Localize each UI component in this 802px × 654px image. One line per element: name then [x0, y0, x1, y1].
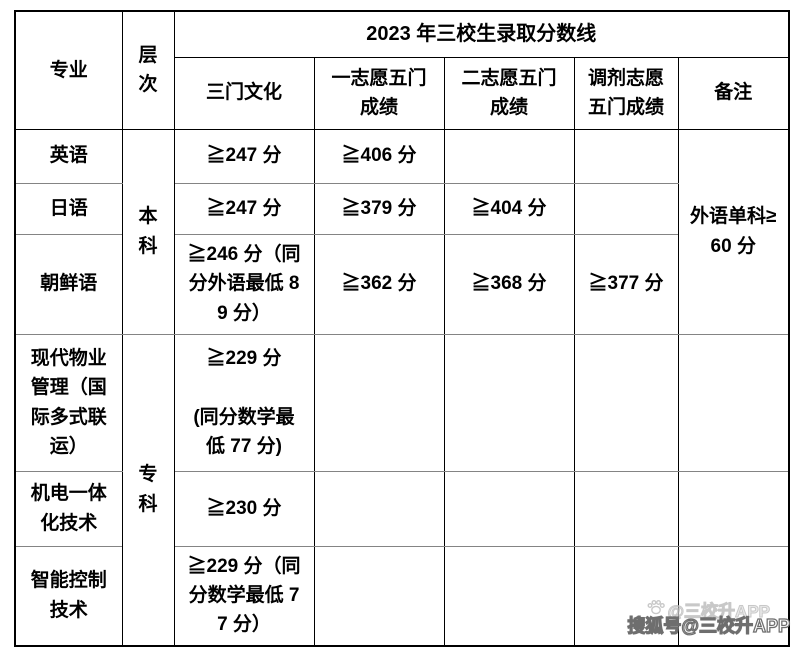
major-cell: 现代物业管理（国际多式联运） [14, 333, 123, 472]
first-choice-score-cell [313, 545, 445, 647]
second-choice-score-cell: ≧368 分 [443, 233, 575, 335]
adjust-score-cell [573, 545, 679, 647]
first-choice-score-cell [313, 333, 445, 472]
remark-cell [677, 545, 790, 647]
table-row-mechatronics: 机电一体化技术 ≧230 分 [14, 470, 790, 547]
second-choice-score-cell [443, 128, 575, 184]
table-row-english: 英语 本科 ≧247 分 ≧406 分 外语单科≥ 60 分 [14, 128, 790, 335]
first-choice-score-cell: ≧362 分 [313, 233, 445, 335]
first-choice-score-cell: ≧406 分 [313, 128, 445, 184]
culture-score-cell: ≧229 分（同分数学最低 77 分） [173, 545, 315, 647]
major-cell: 智能控制技术 [14, 545, 123, 647]
second-choice-score-cell [443, 545, 575, 647]
column-header-adjust: 调剂志愿五门成绩 [573, 56, 679, 130]
major-cell: 机电一体化技术 [14, 470, 123, 547]
culture-score-cell: ≧246 分（同分外语最低 89 分） [173, 233, 315, 335]
adjust-score-cell [573, 470, 679, 547]
table-row: 专业 层次 2023 年三校生录取分数线 [14, 10, 790, 130]
table-title: 2023 年三校生录取分数线 [173, 10, 790, 58]
major-cell: 日语 [14, 182, 123, 235]
column-header-level: 层次 [121, 10, 175, 130]
major-cell: 英语 [14, 128, 123, 184]
column-header-second-choice: 二志愿五门成绩 [443, 56, 575, 130]
table-row-korean: 朝鲜语 ≧246 分（同分外语最低 89 分） ≧362 分 ≧368 分 ≧3… [14, 233, 789, 335]
adjust-score-cell [573, 128, 679, 184]
column-header-major: 专业 [14, 10, 123, 130]
adjust-score-cell: ≧377 分 [573, 233, 679, 335]
level-cell-vocational: 专科 [121, 333, 175, 647]
major-cell: 朝鲜语 [14, 233, 123, 335]
second-choice-score-cell: ≧404 分 [443, 182, 575, 235]
column-header-remark: 备注 [677, 56, 790, 130]
column-header-first-choice: 一志愿五门成绩 [313, 56, 445, 130]
remark-cell [677, 333, 790, 472]
admission-scores-table: 专业 层次 2023 年三校生录取分数线 三门文化 一志愿五门成绩 二志愿五门成… [14, 10, 790, 647]
table-row: 三门文化 一志愿五门成绩 二志愿五门成绩 调剂志愿五门成绩 备注 [15, 56, 790, 130]
first-choice-score-cell: ≧379 分 [313, 182, 445, 235]
adjust-score-cell [573, 333, 679, 472]
remark-cell-undergraduate: 外语单科≥ 60 分 [677, 128, 790, 335]
adjust-score-cell [573, 182, 679, 235]
level-cell-undergraduate: 本科 [121, 128, 175, 335]
second-choice-score-cell [443, 333, 575, 472]
second-choice-score-cell [443, 470, 575, 547]
culture-score-cell: ≧230 分 [173, 470, 315, 547]
first-choice-score-cell [313, 470, 445, 547]
table-row-property-management: 现代物业管理（国际多式联运） 专科 ≧229 分 (同分数学最低 77 分) [14, 333, 790, 647]
culture-score-cell: ≧247 分 [173, 128, 315, 184]
column-header-culture: 三门文化 [173, 56, 315, 130]
remark-cell [677, 470, 790, 547]
table-row-intelligent-control: 智能控制技术 ≧229 分（同分数学最低 77 分） [14, 545, 790, 647]
culture-score-cell: ≧229 分 (同分数学最低 77 分) [173, 333, 315, 472]
culture-score-cell: ≧247 分 [173, 182, 315, 235]
table-row-japanese: 日语 ≧247 分 ≧379 分 ≧404 分 [14, 182, 789, 235]
